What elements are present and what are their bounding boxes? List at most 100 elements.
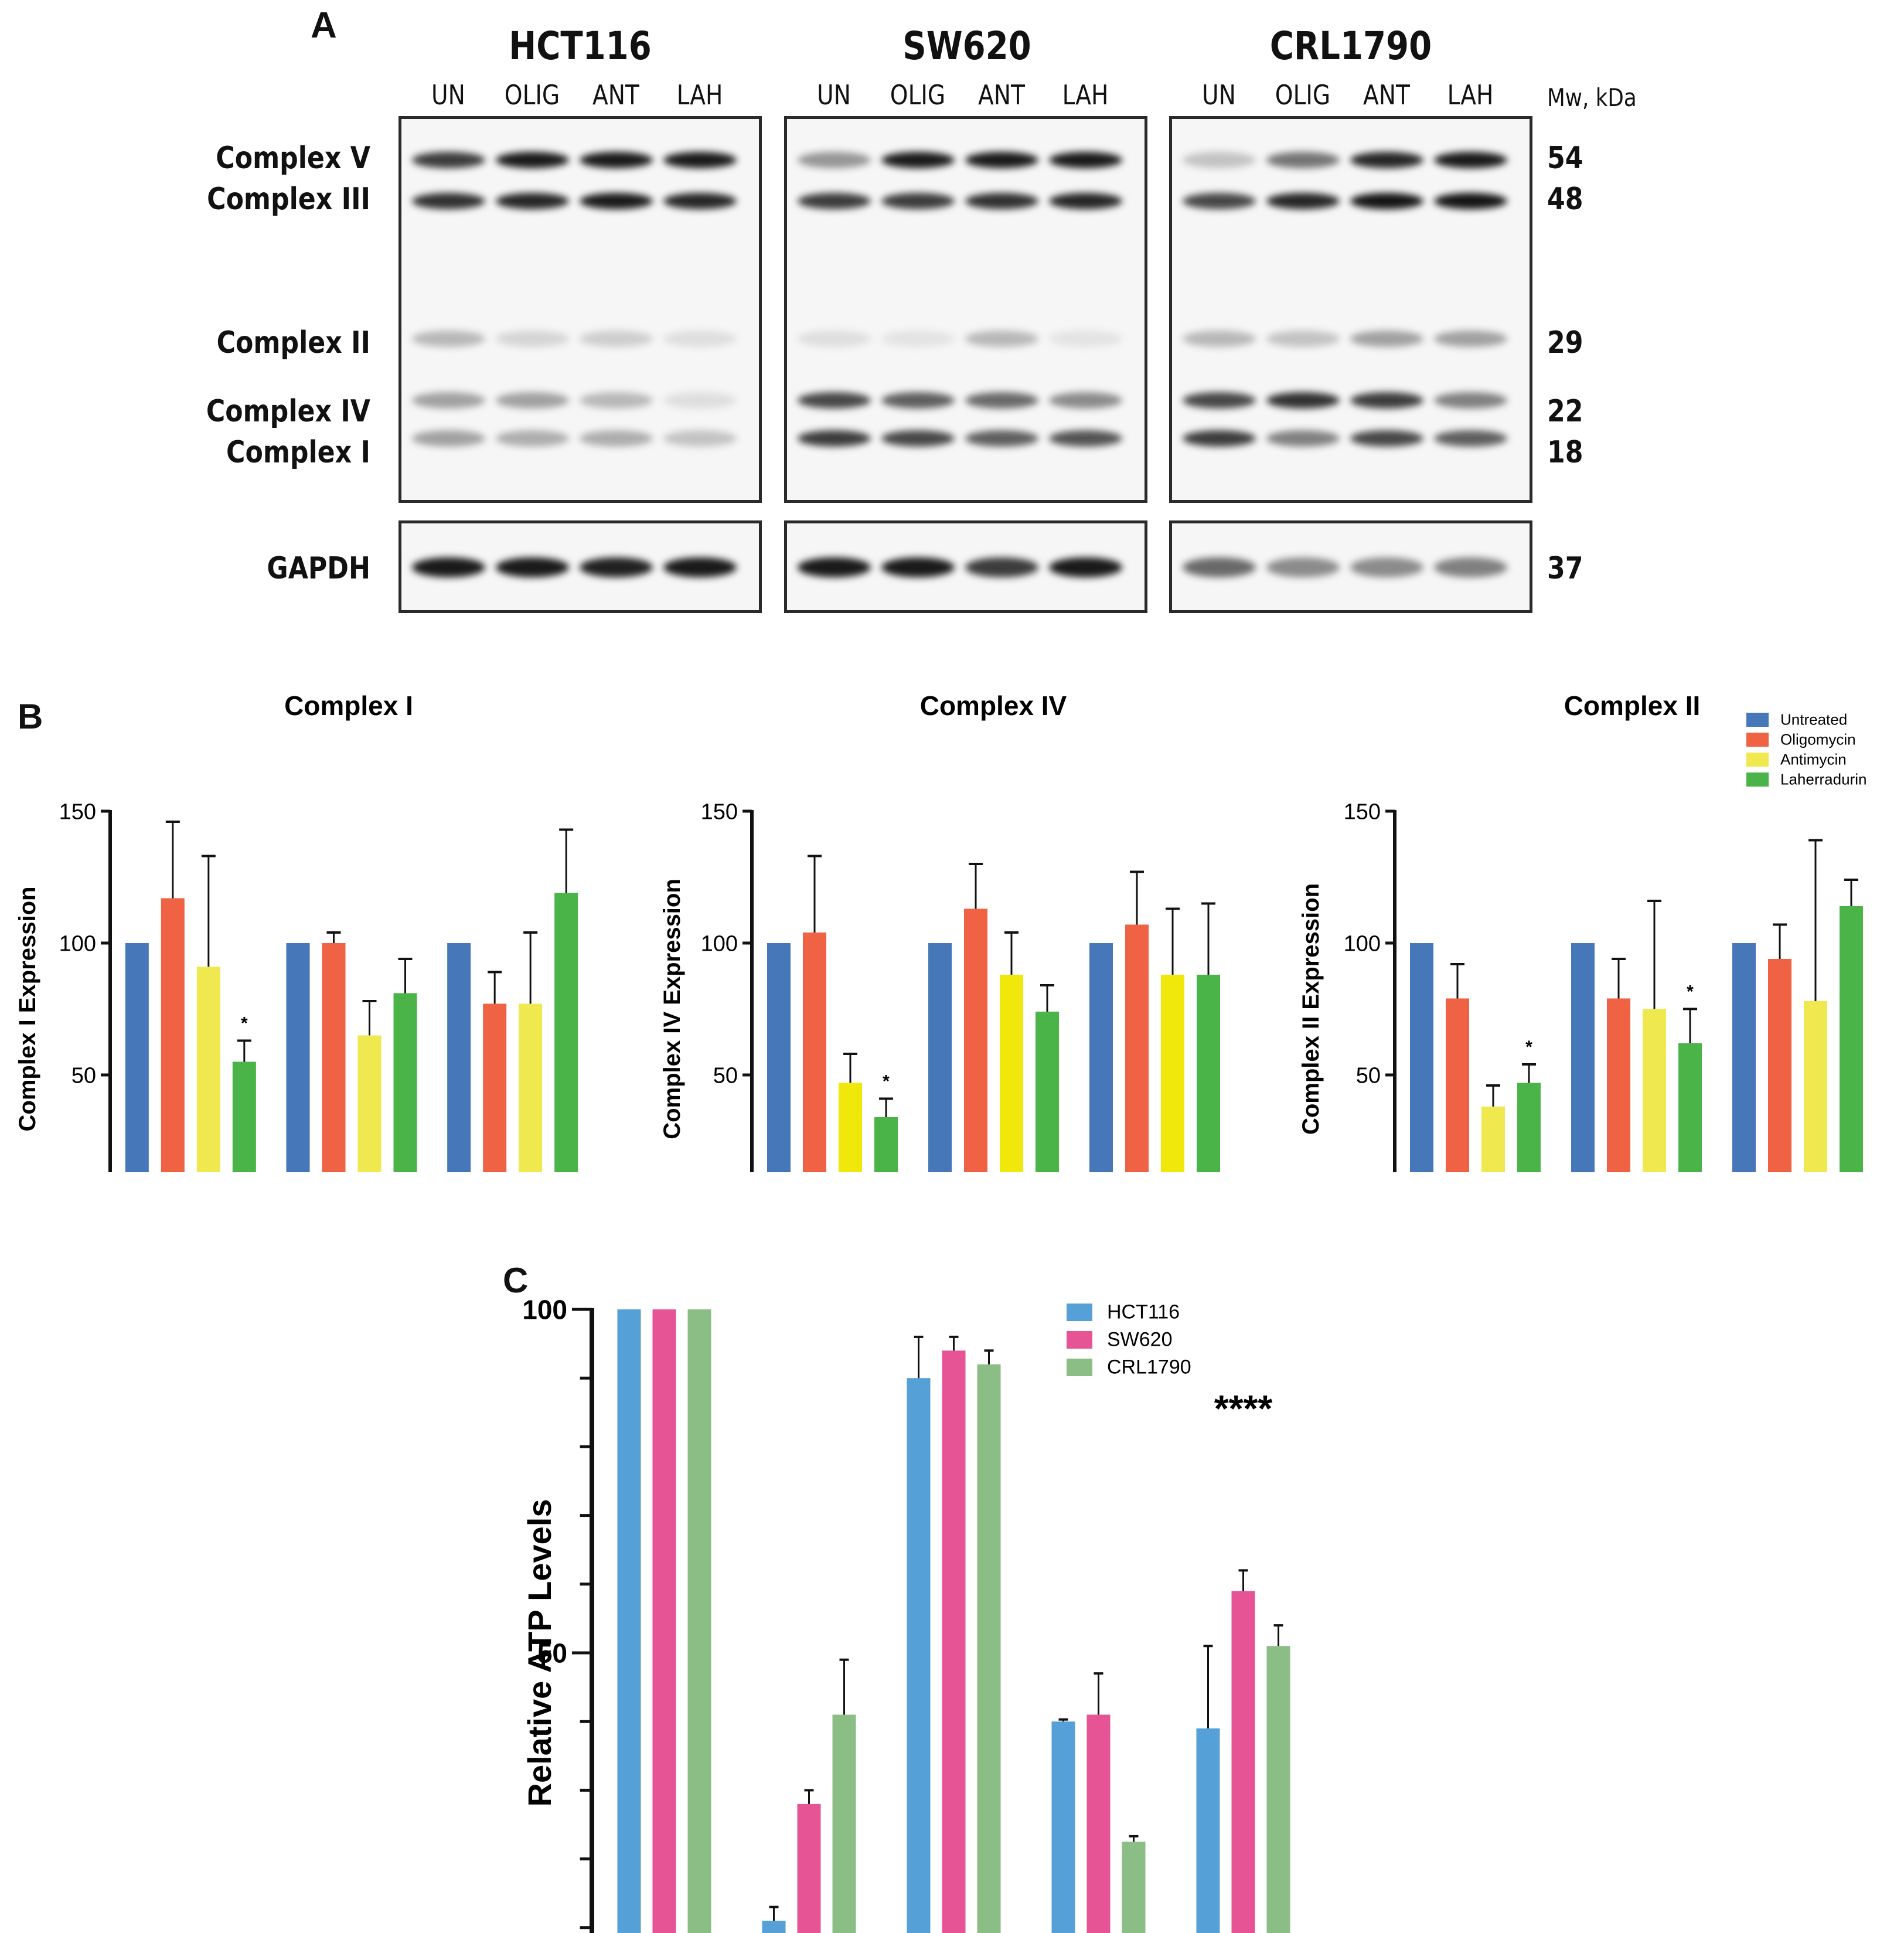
western-band	[1183, 392, 1256, 409]
western-band	[663, 193, 737, 209]
chart-title: Complex IV	[920, 690, 1067, 721]
western-band	[1183, 152, 1256, 168]
western-band	[412, 430, 485, 447]
chart-title: Complex II	[1564, 690, 1701, 721]
bar	[1125, 924, 1149, 1172]
western-band	[1049, 430, 1122, 447]
chart-title: Complex I	[284, 690, 413, 721]
legend-swatch	[1746, 772, 1769, 787]
bar	[125, 943, 149, 1172]
blot-title-sw620: SW620	[902, 23, 1031, 69]
western-band	[1350, 392, 1423, 409]
lane-label-olig: OLIG	[504, 79, 560, 111]
western-band	[580, 193, 653, 209]
bar	[1000, 975, 1023, 1172]
western-band	[881, 430, 955, 447]
y-axis-label: Complex II Expression	[1298, 883, 1324, 1135]
mw-label-22: 22	[1547, 394, 1583, 429]
legend-swatch	[1067, 1359, 1092, 1376]
y-tick-label: 150	[1344, 800, 1381, 825]
mw-header: Mw, kDa	[1547, 83, 1637, 112]
legend-label: CRL1790	[1107, 1356, 1191, 1379]
bar	[161, 898, 185, 1172]
y-tick-label: 100	[1344, 932, 1381, 957]
western-band	[1049, 152, 1122, 168]
western-band	[1049, 557, 1122, 577]
western-band	[1266, 193, 1340, 209]
western-band	[412, 152, 485, 168]
western-band	[965, 193, 1038, 209]
western-band	[580, 331, 653, 347]
bar	[803, 933, 826, 1172]
western-band	[1434, 152, 1507, 168]
bar	[832, 1714, 856, 1933]
bar	[1678, 1043, 1702, 1172]
lane-label-ant: ANT	[978, 79, 1025, 111]
lane-label-ant: ANT	[592, 79, 639, 111]
western-band	[496, 557, 569, 577]
bar	[1266, 1646, 1290, 1933]
western-band	[412, 331, 485, 347]
western-band	[412, 557, 485, 577]
legend-swatch	[1746, 753, 1769, 767]
y-tick-label: 50	[71, 1064, 96, 1088]
bar	[1804, 1001, 1827, 1172]
western-band	[798, 557, 871, 577]
y-tick-label: 50	[713, 1064, 738, 1088]
blot-title-crl1790: CRL1790	[1269, 23, 1432, 69]
western-band	[496, 193, 569, 209]
western-band	[1049, 392, 1122, 409]
bar	[687, 1309, 711, 1933]
western-band	[1049, 331, 1122, 347]
legend-label: Oligomycin	[1780, 730, 1856, 748]
western-band	[580, 557, 653, 577]
lane-label-un: UN	[817, 79, 851, 111]
western-band	[663, 392, 737, 409]
bar	[762, 1921, 786, 1933]
legend-swatch	[1746, 733, 1769, 747]
bar	[1732, 943, 1756, 1172]
bar	[286, 943, 310, 1172]
bar	[942, 1350, 966, 1933]
mw-label-29: 29	[1547, 325, 1583, 360]
blot-title-hct116: HCT116	[509, 23, 652, 69]
blot-sw620-gapdh	[784, 520, 1147, 613]
bar	[977, 1364, 1001, 1933]
blot-hct116-gapdh	[398, 520, 762, 613]
bar	[1607, 998, 1630, 1172]
western-band	[1183, 557, 1256, 577]
western-band	[965, 557, 1038, 577]
legend-label: HCT116	[1107, 1301, 1180, 1323]
western-band	[1434, 430, 1507, 447]
western-band	[965, 331, 1038, 347]
bar	[554, 893, 578, 1172]
western-band	[1266, 152, 1340, 168]
bar	[767, 943, 791, 1172]
lane-label-lah: LAH	[1062, 79, 1109, 111]
western-band	[1350, 430, 1423, 447]
western-band	[496, 152, 569, 168]
bar	[1840, 906, 1863, 1172]
western-band	[1350, 557, 1423, 577]
western-band	[798, 193, 871, 209]
y-tick-label: 100	[701, 932, 738, 957]
blot-crl1790-gapdh	[1169, 520, 1532, 613]
western-band	[580, 430, 653, 447]
blot-sw620-oxphos	[784, 116, 1147, 503]
legend-swatch	[1746, 713, 1769, 727]
bar	[1643, 1009, 1666, 1172]
western-band	[798, 392, 871, 409]
y-axis-label: Complex IV Expression	[659, 879, 685, 1139]
western-band	[663, 557, 737, 577]
y-tick-label: 100	[522, 1295, 567, 1325]
panel-b-label: B	[18, 697, 43, 736]
lane-label-un: UN	[1202, 79, 1236, 111]
bar	[1161, 975, 1184, 1172]
western-band	[1434, 557, 1507, 577]
western-band	[1266, 557, 1340, 577]
bar	[1231, 1591, 1255, 1933]
western-band	[881, 193, 955, 209]
band-label-complex-ii: Complex II	[216, 325, 370, 360]
